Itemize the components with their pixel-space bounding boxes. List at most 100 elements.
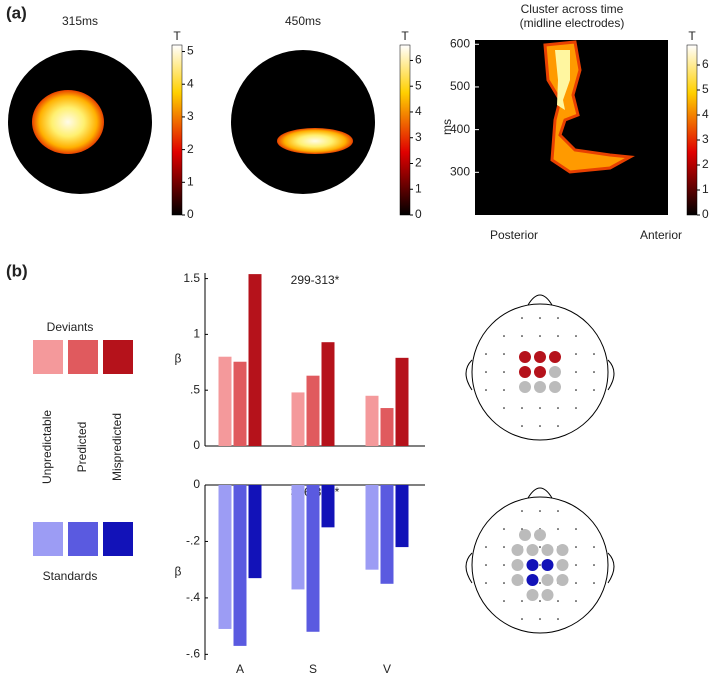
y-tick-label: -.2: [186, 534, 200, 548]
head-diagrams: [465, 294, 615, 634]
bar: [306, 375, 320, 446]
x-tick-label: S: [309, 662, 317, 676]
x-end-label: Anterior: [640, 228, 682, 242]
electrode: [575, 335, 577, 337]
electrode: [521, 600, 523, 602]
bar: [365, 395, 379, 446]
electrode: [485, 371, 487, 373]
legend-swatch: [103, 522, 133, 556]
electrode: [485, 564, 487, 566]
electrode: [503, 564, 505, 566]
y-tick-label: 400: [450, 122, 470, 136]
y-tick-label: -.6: [186, 647, 200, 661]
colorbar-tick-label: 3: [187, 109, 194, 123]
colorbar-label: T: [173, 29, 181, 43]
colorbar-label: T: [401, 29, 409, 43]
electrode: [575, 582, 577, 584]
electrode-highlight: [526, 544, 539, 556]
electrode: [539, 425, 541, 427]
electrode: [557, 528, 559, 530]
electrode: [539, 564, 541, 566]
electrode: [575, 389, 577, 391]
bar: [218, 485, 232, 629]
topo-map: [231, 50, 375, 194]
electrode: [539, 335, 541, 337]
chart-title: 299-313*: [291, 273, 340, 287]
electrode: [485, 389, 487, 391]
electrode: [503, 353, 505, 355]
y-tick-label: 500: [450, 79, 470, 93]
bar: [248, 485, 262, 579]
electrode: [521, 335, 523, 337]
electrode: [539, 317, 541, 319]
electrode-highlight: [511, 574, 524, 586]
colorbar-tick-label: 5: [187, 44, 194, 58]
chart-title: (midline electrodes): [520, 16, 625, 30]
electrode: [503, 546, 505, 548]
topo-blob: [277, 128, 353, 154]
x-tick-label: V: [383, 662, 391, 676]
electrode-highlight: [534, 381, 546, 393]
electrode-highlight: [519, 381, 531, 393]
colorbar-tick-label: 1: [702, 182, 709, 196]
electrode-highlight: [534, 366, 546, 378]
electrode: [557, 407, 559, 409]
electrode: [557, 335, 559, 337]
electrode-highlight: [541, 574, 554, 586]
colorbar-tick-label: 4: [187, 76, 194, 90]
bar: [233, 485, 247, 646]
electrode: [521, 510, 523, 512]
electrode-highlight: [556, 544, 569, 556]
electrode: [539, 600, 541, 602]
electrode-highlight: [549, 351, 561, 363]
y-tick-label: 0: [193, 438, 200, 452]
bar: [233, 361, 247, 446]
electrode-highlight: [526, 574, 539, 586]
chart-title: Cluster across time: [521, 2, 624, 16]
electrode: [503, 389, 505, 391]
electrode-highlight: [549, 366, 561, 378]
bar: [380, 485, 394, 584]
electrode: [575, 546, 577, 548]
colorbar-tick-label: 6: [702, 57, 709, 71]
bar: [321, 342, 335, 446]
electrode: [575, 353, 577, 355]
x-end-label: Posterior: [490, 228, 538, 242]
electrode: [539, 546, 541, 548]
x-tick-label: A: [236, 662, 244, 676]
electrode-highlight: [541, 559, 554, 571]
electrode: [503, 528, 505, 530]
electrode: [503, 600, 505, 602]
bar: [291, 392, 305, 446]
electrode: [521, 618, 523, 620]
bar: [291, 485, 305, 590]
colorbar-tick-label: 0: [415, 207, 422, 221]
electrode: [521, 425, 523, 427]
legend-label: Unpredictable: [40, 410, 54, 484]
legend-swatch: [103, 340, 133, 374]
electrode: [521, 407, 523, 409]
time-blob-core: [555, 50, 570, 110]
bar: [218, 356, 232, 446]
electrode-highlight: [541, 589, 554, 601]
electrode: [521, 528, 523, 530]
bar: [248, 274, 262, 446]
electrode: [557, 510, 559, 512]
colorbar-tick-label: 2: [187, 142, 194, 156]
colorbar-label: T: [688, 29, 696, 43]
colorbar-tick-label: 3: [415, 130, 422, 144]
electrode-highlight: [519, 529, 531, 541]
electrode: [503, 582, 505, 584]
electrode: [539, 510, 541, 512]
electrode-highlight: [556, 574, 569, 586]
colorbar: [399, 44, 411, 216]
electrode-highlight: [549, 381, 561, 393]
electrode: [557, 317, 559, 319]
y-axis-label: β: [175, 352, 182, 366]
y-axis-label: β: [175, 565, 182, 579]
electrode-highlight: [534, 351, 546, 363]
legend-title: Deviants: [47, 320, 94, 334]
electrode-highlight: [556, 559, 569, 571]
bar: [395, 485, 409, 548]
